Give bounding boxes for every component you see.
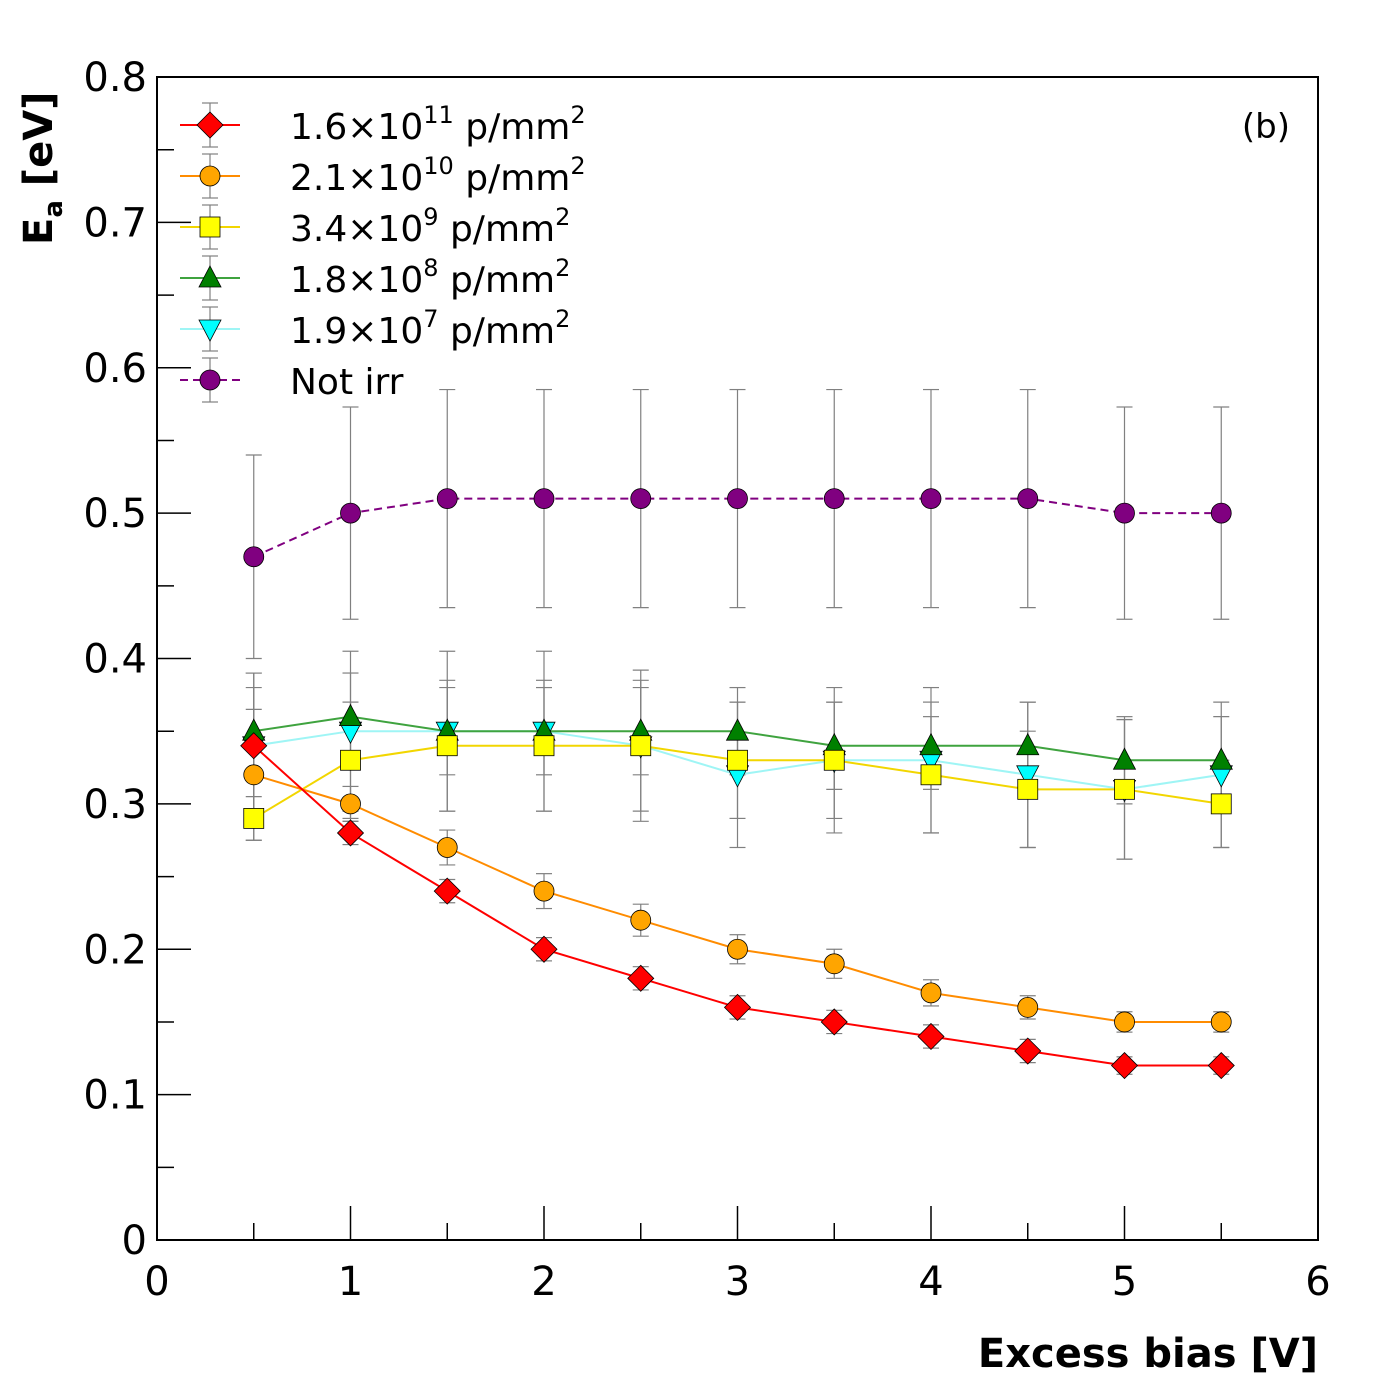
- data-point: [917, 1022, 945, 1051]
- data-point: [530, 935, 558, 963]
- data-point: [630, 735, 652, 757]
- x-tick-label: 1: [338, 1259, 363, 1305]
- data-point: [727, 488, 748, 509]
- data-point: [920, 764, 942, 786]
- legend-marker: [196, 111, 224, 139]
- y-tick-label: 0.4: [83, 637, 147, 683]
- x-tick-label: 5: [1112, 1259, 1137, 1305]
- x-tick-label: 2: [531, 1259, 556, 1305]
- data-point: [436, 837, 458, 858]
- data-point: [823, 749, 845, 771]
- legend-label: 3.4×109 p/mm2: [290, 203, 570, 250]
- data-point: [1017, 488, 1039, 509]
- data-point: [630, 909, 652, 931]
- data-point: [436, 735, 458, 757]
- data-point: [243, 764, 265, 786]
- legend-label: 1.8×108 p/mm2: [290, 254, 570, 301]
- x-tick-label: 3: [725, 1259, 750, 1305]
- data-point: [433, 877, 461, 905]
- data-point: [723, 993, 752, 1021]
- data-point: [533, 735, 555, 757]
- data-point: [1014, 1037, 1042, 1065]
- data-point: [823, 953, 845, 975]
- data-point: [727, 938, 748, 960]
- data-point: [1016, 765, 1040, 788]
- data-point: [533, 488, 555, 509]
- data-point: [243, 808, 265, 829]
- data-point: [1112, 747, 1137, 770]
- data-point: [919, 732, 943, 756]
- data-point: [630, 488, 652, 509]
- data-point: [727, 749, 748, 771]
- legend-marker: [199, 369, 221, 391]
- legend-marker: [199, 216, 221, 238]
- data-point: [1114, 502, 1135, 524]
- y-tick-label: 0.7: [83, 200, 147, 246]
- data-point: [340, 793, 361, 815]
- data-point: [243, 546, 265, 568]
- data-point: [1210, 1011, 1232, 1033]
- data-point: [920, 488, 942, 509]
- y-tick-label: 0.3: [83, 782, 147, 828]
- data-point: [725, 718, 750, 741]
- series-markers: [240, 488, 1235, 1080]
- data-point: [1017, 997, 1039, 1018]
- panel-label: (b): [1242, 107, 1290, 147]
- data-point: [1016, 732, 1040, 756]
- data-point: [627, 964, 655, 992]
- data-point: [1209, 747, 1233, 770]
- y-tick-label: 0.8: [83, 55, 147, 101]
- data-point: [1110, 1051, 1139, 1080]
- legend-marker: [198, 319, 222, 342]
- y-tick-label: 0.1: [83, 1073, 147, 1119]
- data-point: [340, 502, 361, 524]
- legend-label: 1.9×107 p/mm2: [290, 305, 570, 352]
- y-axis-title: Ea [eV]: [16, 92, 69, 245]
- data-point: [823, 488, 845, 509]
- legend-label: Not irr: [290, 362, 404, 403]
- y-tick-label: 0.5: [83, 491, 147, 537]
- data-point: [436, 488, 458, 509]
- data-point: [340, 749, 361, 771]
- legend-label: 2.1×1010 p/mm2: [290, 152, 586, 199]
- x-tick-label: 6: [1305, 1259, 1330, 1305]
- data-point: [1207, 1051, 1235, 1080]
- data-point: [1114, 778, 1135, 800]
- data-point: [336, 819, 365, 847]
- x-tick-label: 0: [144, 1259, 169, 1305]
- x-tick-label: 4: [918, 1259, 943, 1305]
- y-tick-label: 0: [122, 1218, 147, 1264]
- data-point: [1210, 502, 1232, 524]
- y-tick-label: 0.6: [83, 346, 147, 392]
- data-point: [338, 703, 363, 727]
- y-tick-label: 0.2: [83, 927, 147, 973]
- legend-label: 1.6×1011 p/mm2: [290, 101, 586, 148]
- legend-marker: [199, 165, 221, 187]
- data-point: [240, 732, 268, 760]
- data-point: [1017, 778, 1039, 800]
- data-point: [533, 880, 555, 902]
- x-axis-title: Excess bias [V]: [978, 1331, 1318, 1377]
- legend-marker: [198, 265, 222, 288]
- data-point: [820, 1008, 848, 1036]
- data-point: [1114, 1011, 1135, 1033]
- data-point: [920, 982, 942, 1004]
- data-point: [1210, 793, 1232, 815]
- axis-ticks: 0 1 2 3 4 5 6 0 0.1 0.2 0.3 0.4 0.5 0.6 0.7 0.8: [83, 55, 1330, 1305]
